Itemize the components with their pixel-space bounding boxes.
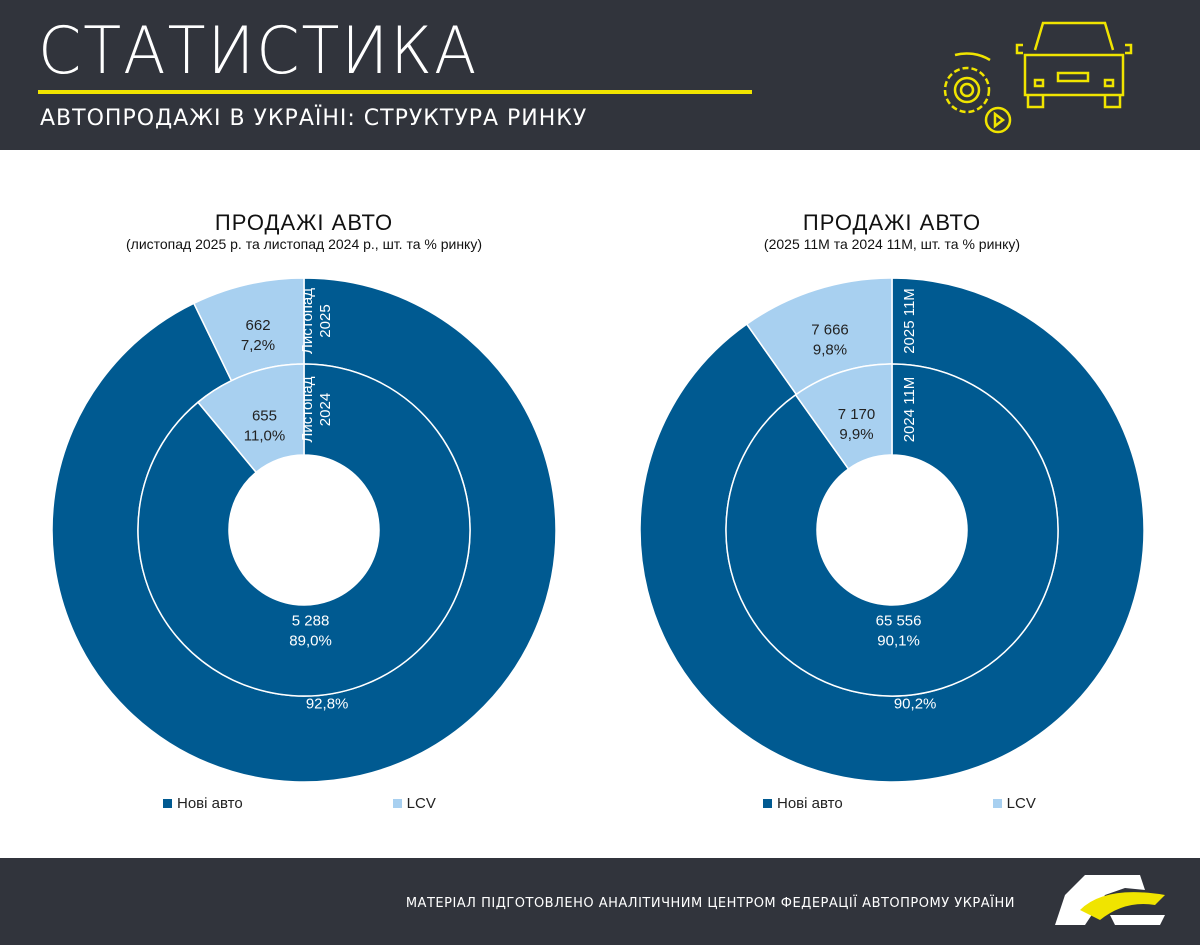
page-title: СТАТИСТИКА	[38, 12, 479, 89]
title-underline	[38, 90, 752, 94]
data-label: 7,2%	[241, 337, 275, 354]
data-label: 7 170	[838, 406, 876, 423]
chart1-legend: Нові авто LCV	[163, 795, 436, 812]
data-label: 662	[246, 317, 271, 334]
chart1-subtitle: (листопад 2025 р. та листопад 2024 р., ш…	[125, 236, 482, 252]
data-label: 92,8%	[306, 696, 349, 713]
slice-new-ring1	[725, 363, 1059, 697]
data-label: 7 666	[811, 322, 849, 339]
slice-new-ring1	[137, 363, 471, 697]
car-gear-icon	[943, 21, 1133, 134]
legend-item-lcv: LCV	[392, 795, 436, 812]
ring-label: 2024 11М	[901, 377, 918, 443]
ring-label: 2024	[317, 393, 334, 426]
data-label: 655	[252, 407, 277, 424]
chart2-subtitle: (2025 11М та 2024 11М, шт. та % ринку)	[763, 236, 1021, 252]
chart2-title: ПРОДАЖІ АВТО	[802, 210, 982, 235]
federation-logo-icon	[1055, 875, 1165, 925]
ring-label: 2025	[317, 304, 334, 337]
data-label: 90,2%	[894, 696, 937, 713]
footer-text: МАТЕРІАЛ ПІДГОТОВЛЕНО АНАЛІТИЧНИМ ЦЕНТРО…	[405, 896, 1015, 911]
page-subtitle: АВТОПРОДАЖІ В УКРАЇНІ: СТРУКТУРА РИНКУ	[40, 106, 588, 131]
data-label: 90,1%	[877, 632, 920, 649]
legend-item-new: Нові авто	[163, 795, 243, 812]
data-label: 9,8%	[813, 342, 847, 359]
legend-label: LCV	[406, 795, 436, 812]
legend-item-new: Нові авто	[763, 795, 843, 812]
footer: МАТЕРІАЛ ПІДГОТОВЛЕНО АНАЛІТИЧНИМ ЦЕНТРО…	[0, 858, 1200, 945]
data-label: 5 288	[292, 612, 330, 629]
chart2-legend: Нові авто LCV	[763, 795, 1036, 812]
slice-lcv-ring1	[794, 363, 893, 470]
header: СТАТИСТИКА АВТОПРОДАЖІ В УКРАЇНІ: СТРУКТ…	[0, 0, 1200, 150]
legend-label: Нові авто	[777, 795, 843, 812]
chart1-title-block: ПРОДАЖІ АВТО (листопад 2025 р. та листоп…	[54, 210, 554, 252]
slice-lcv-ring1	[196, 363, 305, 474]
data-label: 65 556	[876, 612, 922, 629]
data-label: 11,0%	[244, 427, 285, 444]
legend-label: LCV	[1006, 795, 1036, 812]
ring-label: 2025 11М	[901, 288, 918, 354]
chart1-title: ПРОДАЖІ АВТО	[214, 210, 394, 235]
legend-item-lcv: LCV	[992, 795, 1036, 812]
ring-label: Листопад	[299, 376, 316, 442]
data-label: 89,0%	[289, 632, 332, 649]
ring-label: Листопад	[299, 288, 316, 354]
data-label: 9,9%	[839, 426, 873, 443]
chart2-title-block: ПРОДАЖІ АВТО (2025 11М та 2024 11М, шт. …	[642, 210, 1142, 252]
legend-label: Нові авто	[177, 795, 243, 812]
